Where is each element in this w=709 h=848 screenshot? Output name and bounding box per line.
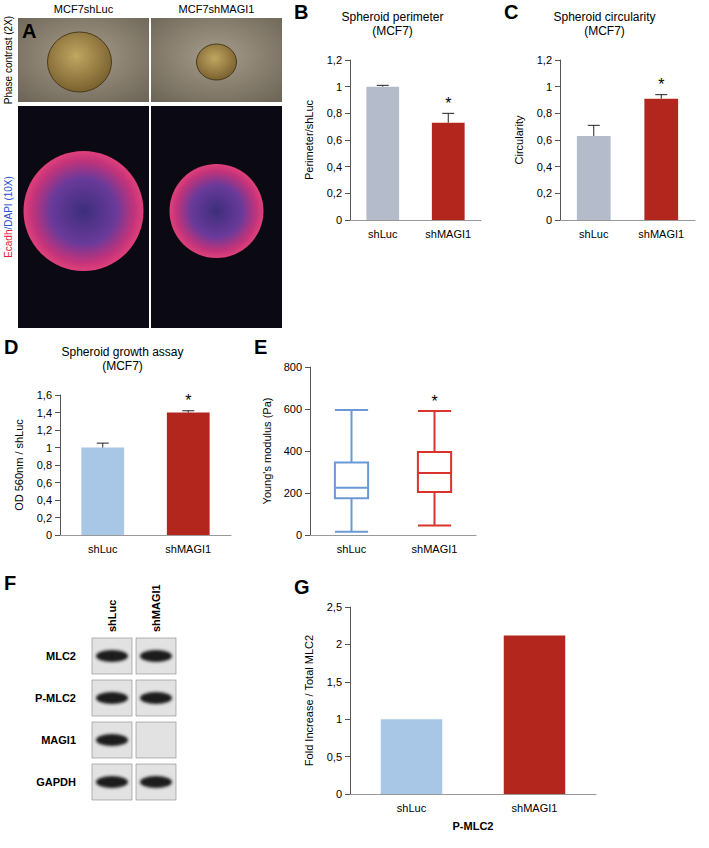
svg-text:0,4: 0,4 [537,161,552,173]
svg-text:Perimeter/shLuc: Perimeter/shLuc [303,99,315,180]
svg-text:0,2: 0,2 [37,512,52,524]
svg-text:1: 1 [546,81,552,93]
svg-text:OD 560nm / shLuc: OD 560nm / shLuc [13,419,25,511]
svg-text:(MCF7): (MCF7) [102,359,143,373]
svg-text:*: * [185,392,191,409]
svg-text:shLuc: shLuc [368,228,398,240]
svg-text:Circularity: Circularity [513,115,525,164]
svg-text:C: C [504,1,518,23]
svg-text:1: 1 [46,442,52,454]
svg-text:1,5: 1,5 [327,676,342,688]
svg-text:0,8: 0,8 [37,459,52,471]
svg-text:200: 200 [284,487,302,499]
svg-text:shLuc: shLuc [337,543,367,555]
svg-text:0,6: 0,6 [327,134,342,146]
svg-text:A: A [22,20,36,42]
svg-text:*: * [658,76,664,93]
svg-text:shMAGI1: shMAGI1 [150,584,162,632]
svg-text:Young's modulus (Pa): Young's modulus (Pa) [261,398,273,505]
svg-text:shMAGI1: shMAGI1 [638,228,684,240]
svg-text:0,8: 0,8 [327,107,342,119]
svg-text:0: 0 [336,214,342,226]
svg-text:0,8: 0,8 [537,107,552,119]
svg-text:E: E [254,336,267,358]
svg-text:0,5: 0,5 [327,751,342,763]
svg-text:D: D [4,336,18,358]
svg-text:shLuc: shLuc [88,543,118,555]
svg-text:shMAGI1: shMAGI1 [165,543,211,555]
svg-text:0,2: 0,2 [327,187,342,199]
svg-text:0,4: 0,4 [327,161,342,173]
svg-text:MCF7shMAGI1: MCF7shMAGI1 [179,3,255,15]
svg-text:Spheroid growth assay: Spheroid growth assay [61,345,183,359]
svg-text:*: * [431,393,437,410]
svg-text:0,6: 0,6 [537,134,552,146]
svg-text:Spheroid circularity: Spheroid circularity [553,10,655,24]
svg-text:1,4: 1,4 [37,407,52,419]
svg-text:B: B [294,1,308,23]
svg-text:MLC2: MLC2 [46,650,76,662]
svg-text:shMAGI1: shMAGI1 [412,543,458,555]
svg-text:1: 1 [336,81,342,93]
svg-text:1: 1 [336,713,342,725]
svg-text:MCF7shLuc: MCF7shLuc [54,3,114,15]
svg-text:600: 600 [284,403,302,415]
svg-text:G: G [294,576,310,598]
svg-text:shLuc: shLuc [579,228,609,240]
svg-text:shMAGI1: shMAGI1 [425,228,471,240]
svg-text:shLuc: shLuc [106,600,118,632]
svg-text:0,4: 0,4 [37,494,52,506]
svg-text:GAPDH: GAPDH [36,776,76,788]
svg-text:Spheroid perimeter: Spheroid perimeter [341,10,443,24]
svg-text:0: 0 [546,214,552,226]
svg-text:400: 400 [284,445,302,457]
svg-text:0,6: 0,6 [37,477,52,489]
svg-text:MAGI1: MAGI1 [41,734,76,746]
svg-text:0: 0 [336,788,342,800]
svg-text:F: F [4,572,16,594]
svg-text:(MCF7): (MCF7) [372,24,413,38]
svg-text:2: 2 [336,638,342,650]
svg-text:800: 800 [284,361,302,373]
svg-text:*: * [445,95,451,112]
svg-text:2,5: 2,5 [327,601,342,613]
svg-text:1,2: 1,2 [537,54,552,66]
svg-text:(MCF7): (MCF7) [584,24,625,38]
svg-text:0,2: 0,2 [537,187,552,199]
svg-text:1,2: 1,2 [37,424,52,436]
svg-text:Phase contrast (2X): Phase contrast (2X) [3,16,14,104]
svg-text:P-MLC2: P-MLC2 [453,820,494,832]
svg-text:shMAGI1: shMAGI1 [512,802,558,814]
svg-text:0: 0 [46,529,52,541]
svg-text:P-MLC2: P-MLC2 [35,692,76,704]
svg-text:1,6: 1,6 [37,389,52,401]
svg-text:Ecadh/DAPI (10X): Ecadh/DAPI (10X) [3,176,14,258]
svg-text:Fold Increase / Total MLC2: Fold Increase / Total MLC2 [303,635,315,766]
svg-text:shLuc: shLuc [397,802,427,814]
svg-text:1,2: 1,2 [327,54,342,66]
svg-text:0: 0 [296,529,302,541]
